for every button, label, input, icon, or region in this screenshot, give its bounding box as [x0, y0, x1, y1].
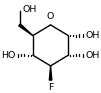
- Polygon shape: [49, 66, 52, 80]
- Text: O: O: [47, 12, 54, 21]
- Text: OH: OH: [85, 31, 100, 40]
- Text: F: F: [48, 83, 53, 92]
- Text: OH: OH: [22, 5, 37, 14]
- Polygon shape: [19, 24, 33, 36]
- Text: OH: OH: [85, 51, 100, 60]
- Text: HO: HO: [1, 51, 15, 60]
